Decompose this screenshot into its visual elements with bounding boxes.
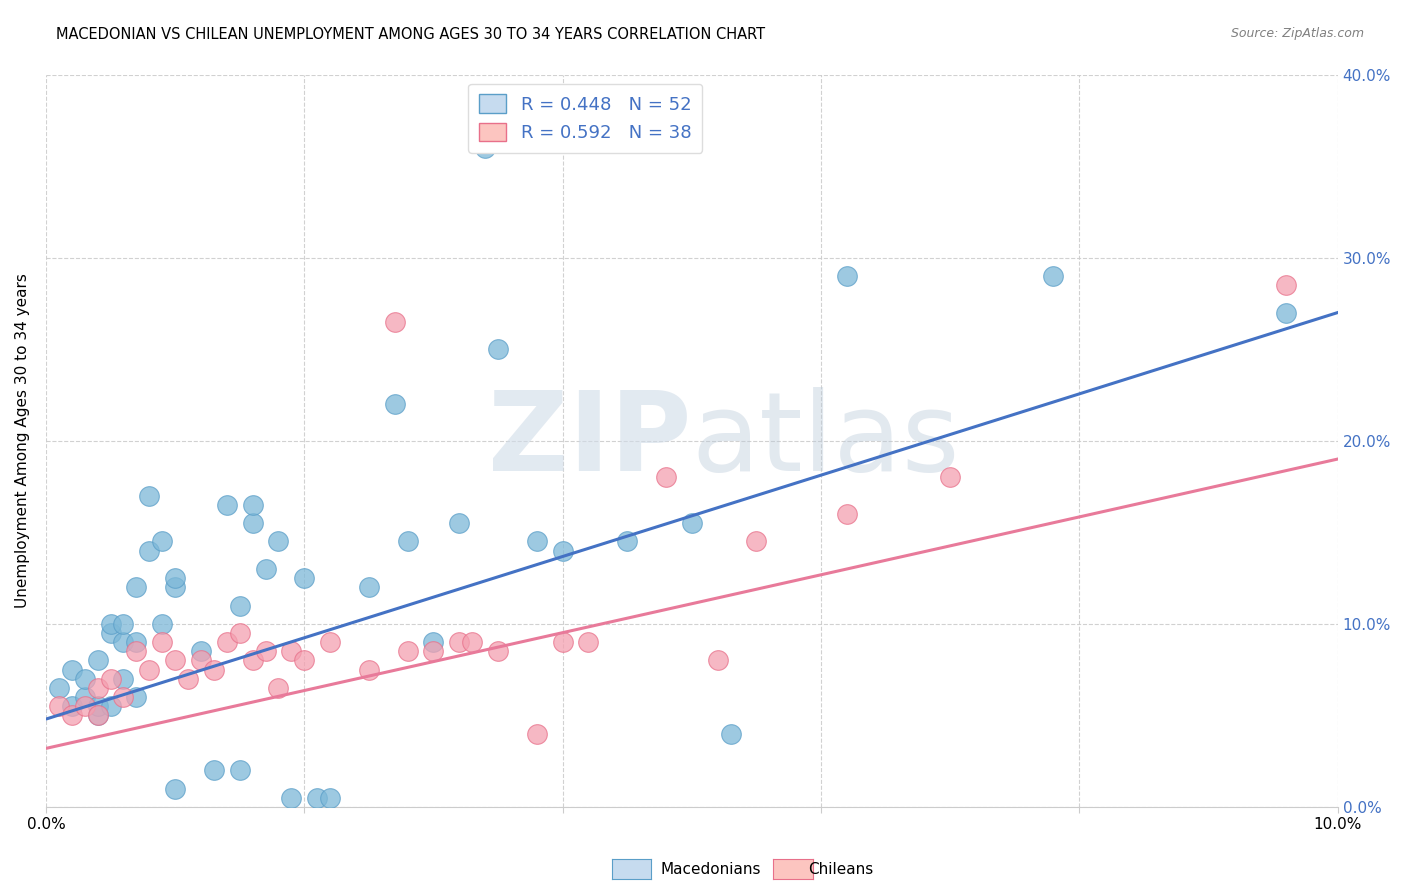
Point bbox=[190, 644, 212, 658]
Point bbox=[706, 653, 728, 667]
Point bbox=[100, 626, 122, 640]
Point bbox=[86, 681, 108, 695]
Point bbox=[125, 644, 148, 658]
Point bbox=[150, 635, 173, 649]
Point bbox=[86, 699, 108, 714]
Point bbox=[319, 635, 342, 649]
Point bbox=[835, 268, 858, 283]
Point bbox=[177, 672, 200, 686]
Point bbox=[215, 635, 238, 649]
Point bbox=[73, 699, 96, 714]
Point bbox=[165, 653, 187, 667]
Point bbox=[73, 672, 96, 686]
Point bbox=[449, 516, 471, 530]
Point bbox=[396, 534, 419, 549]
Point bbox=[100, 699, 122, 714]
Point bbox=[254, 562, 277, 576]
Point bbox=[112, 635, 135, 649]
Text: MACEDONIAN VS CHILEAN UNEMPLOYMENT AMONG AGES 30 TO 34 YEARS CORRELATION CHART: MACEDONIAN VS CHILEAN UNEMPLOYMENT AMONG… bbox=[56, 27, 765, 42]
Point bbox=[165, 781, 187, 796]
Point bbox=[60, 708, 83, 723]
Point bbox=[86, 708, 108, 723]
Point bbox=[396, 644, 419, 658]
Point bbox=[526, 727, 548, 741]
Point bbox=[138, 543, 160, 558]
Point bbox=[202, 764, 225, 778]
Point bbox=[242, 516, 264, 530]
Point bbox=[150, 616, 173, 631]
Point bbox=[228, 764, 250, 778]
Text: Chileans: Chileans bbox=[808, 863, 873, 877]
Point bbox=[422, 635, 444, 649]
Point bbox=[486, 644, 509, 658]
Point bbox=[138, 489, 160, 503]
Point bbox=[461, 635, 484, 649]
Point bbox=[267, 681, 290, 695]
Point bbox=[100, 672, 122, 686]
Point bbox=[100, 616, 122, 631]
Point bbox=[745, 534, 768, 549]
Point bbox=[655, 470, 678, 484]
Text: Source: ZipAtlas.com: Source: ZipAtlas.com bbox=[1230, 27, 1364, 40]
Point bbox=[150, 534, 173, 549]
Point bbox=[939, 470, 962, 484]
Point bbox=[578, 635, 600, 649]
Point bbox=[280, 790, 302, 805]
Y-axis label: Unemployment Among Ages 30 to 34 years: Unemployment Among Ages 30 to 34 years bbox=[15, 273, 30, 608]
Point bbox=[60, 663, 83, 677]
Point bbox=[292, 571, 315, 585]
Point bbox=[48, 681, 70, 695]
Point bbox=[125, 690, 148, 705]
Point bbox=[1275, 305, 1298, 319]
Point bbox=[357, 663, 380, 677]
Point bbox=[138, 663, 160, 677]
Point bbox=[165, 580, 187, 594]
Point bbox=[1042, 268, 1064, 283]
Point bbox=[449, 635, 471, 649]
Point bbox=[551, 543, 574, 558]
Text: ZIP: ZIP bbox=[488, 387, 692, 494]
Point bbox=[48, 699, 70, 714]
Point bbox=[86, 653, 108, 667]
Point bbox=[190, 653, 212, 667]
Point bbox=[228, 599, 250, 613]
Point bbox=[242, 653, 264, 667]
Point bbox=[112, 616, 135, 631]
Point bbox=[112, 690, 135, 705]
Point bbox=[526, 534, 548, 549]
Point bbox=[307, 790, 329, 805]
Point bbox=[292, 653, 315, 667]
Point bbox=[384, 397, 406, 411]
Point bbox=[202, 663, 225, 677]
Point bbox=[720, 727, 742, 741]
Point bbox=[112, 672, 135, 686]
Point bbox=[86, 708, 108, 723]
Point bbox=[215, 498, 238, 512]
Point bbox=[551, 635, 574, 649]
Point bbox=[357, 580, 380, 594]
Point bbox=[242, 498, 264, 512]
Point bbox=[165, 571, 187, 585]
Point bbox=[125, 635, 148, 649]
Point bbox=[280, 644, 302, 658]
Point bbox=[384, 315, 406, 329]
Text: Macedonians: Macedonians bbox=[661, 863, 761, 877]
Point bbox=[681, 516, 703, 530]
Point bbox=[486, 342, 509, 356]
Point bbox=[835, 507, 858, 521]
Point bbox=[228, 626, 250, 640]
Point bbox=[616, 534, 638, 549]
Point bbox=[1275, 278, 1298, 293]
Point bbox=[73, 690, 96, 705]
Legend: R = 0.448   N = 52, R = 0.592   N = 38: R = 0.448 N = 52, R = 0.592 N = 38 bbox=[468, 84, 702, 153]
Point bbox=[60, 699, 83, 714]
Text: atlas: atlas bbox=[692, 387, 960, 494]
Point bbox=[267, 534, 290, 549]
Point bbox=[474, 141, 496, 155]
Point bbox=[254, 644, 277, 658]
Point bbox=[422, 644, 444, 658]
Point bbox=[319, 790, 342, 805]
Point bbox=[125, 580, 148, 594]
